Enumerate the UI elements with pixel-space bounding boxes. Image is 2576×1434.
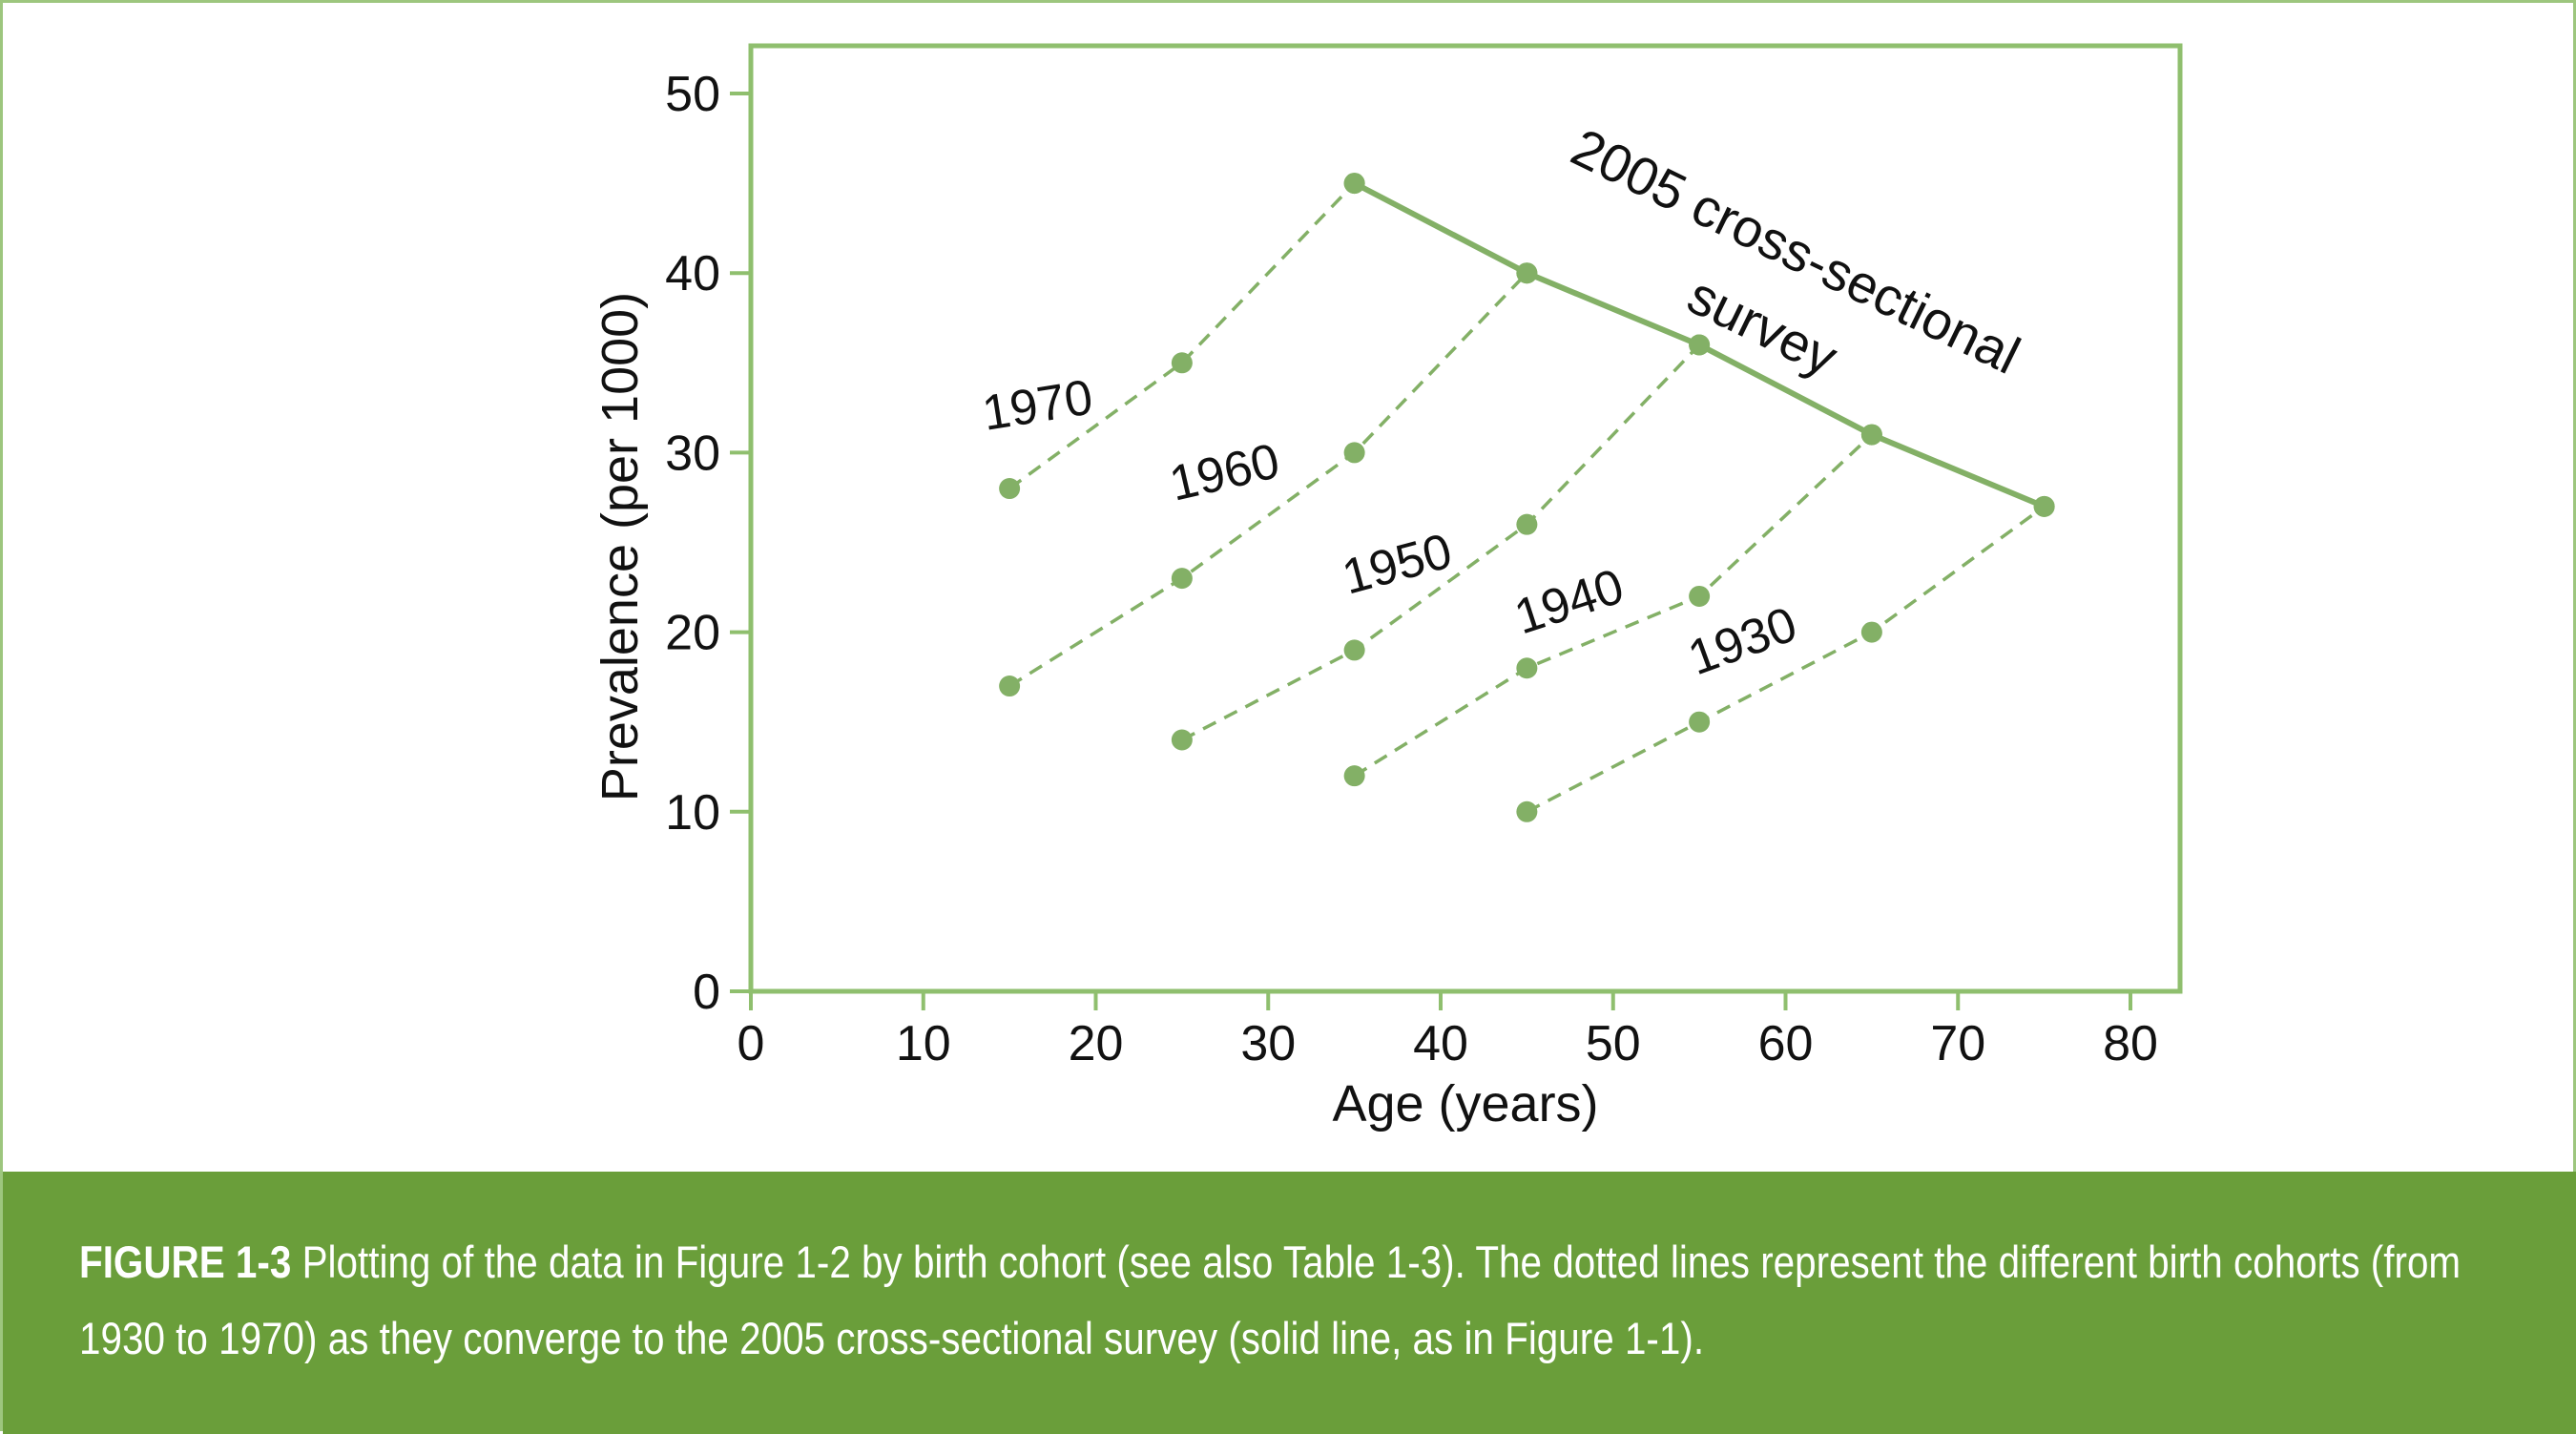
data-point-1930-55 [1689,711,1711,733]
cohort-label-1970: 1970 [979,369,1096,441]
axes-layer: 0 10 20 30 40 50 0 10 20 30 40 50 60 70 80 [665,43,2183,1071]
x-tick-label-60: 60 [1758,1016,1814,1071]
y-tick-label-0: 0 [693,965,720,1020]
y-axis-label: Prevalence (per 1000) [592,292,649,801]
x-tick-label-10: 10 [896,1016,951,1071]
data-point-2005-cross-sectional-survey-35 [1343,173,1365,195]
series-line-1930 [1526,505,2046,814]
data-point-1940-55 [1689,585,1711,607]
series-line-1960 [1008,271,1528,688]
x-axis-label: Age (years) [1332,1075,1598,1133]
data-point-1940-35 [1343,765,1365,787]
plot-frame [748,43,2183,994]
data-point-1950-35 [1343,639,1365,661]
data-point-1960-25 [1171,568,1193,590]
cohort-label-1960: 1960 [1165,433,1285,512]
x-tick-label-50: 50 [1586,1016,1641,1071]
data-point-1960-35 [1343,442,1365,464]
y-tick-label-20: 20 [665,606,720,661]
data-point-1960-15 [999,675,1021,697]
line-chart: 0 10 20 30 40 50 0 10 20 30 40 50 60 70 80 Prevalence … [592,43,2183,1133]
x-tick-label-30: 30 [1240,1016,1296,1071]
chart-area: 0 10 20 30 40 50 0 10 20 30 40 50 60 70 80 Prevalence … [3,3,2576,1172]
cohort-label-1950: 1950 [1337,524,1458,606]
y-tick-label-50: 50 [665,67,720,122]
data-point-1940-45 [1516,657,1538,679]
series-line-1950 [1181,343,1701,742]
data-point-1930-65 [1860,621,1882,643]
y-tick-label-30: 30 [665,426,720,481]
caption-body: Plotting of the data in Figure 1-2 by bi… [79,1237,2462,1363]
x-tick-label-0: 0 [737,1016,765,1071]
x-tick-label-70: 70 [1930,1016,1985,1071]
caption-label: FIGURE 1-3 [79,1237,292,1287]
data-point-1950-25 [1171,729,1193,751]
y-tick-label-10: 10 [665,785,720,841]
data-point-1970-25 [1171,352,1193,374]
data-point-2005-cross-sectional-survey-45 [1516,262,1538,284]
series-line-1970 [1008,181,1356,490]
data-point-1970-15 [999,478,1021,500]
caption-text: FIGURE 1-3 Plotting of the data in Figur… [79,1224,2508,1377]
x-tick-label-80: 80 [2103,1016,2158,1071]
series-line-1940 [1353,433,1874,778]
data-point-1950-45 [1516,513,1538,535]
label-layer: Prevalence (per 1000) Age (years) 2005 c… [592,116,2029,1133]
y-tick-label-40: 40 [665,246,720,301]
data-point-2005-cross-sectional-survey-75 [2033,495,2055,517]
data-point-2005-cross-sectional-survey-55 [1689,334,1711,356]
x-tick-label-20: 20 [1069,1016,1124,1071]
figure-caption: FIGURE 1-3 Plotting of the data in Figur… [3,1172,2576,1434]
data-point-2005-cross-sectional-survey-65 [1860,424,1882,446]
series-layer [999,173,2055,822]
cohort-label-1930: 1930 [1681,596,1804,686]
x-tick-label-40: 40 [1413,1016,1468,1071]
data-point-1930-45 [1516,800,1538,822]
